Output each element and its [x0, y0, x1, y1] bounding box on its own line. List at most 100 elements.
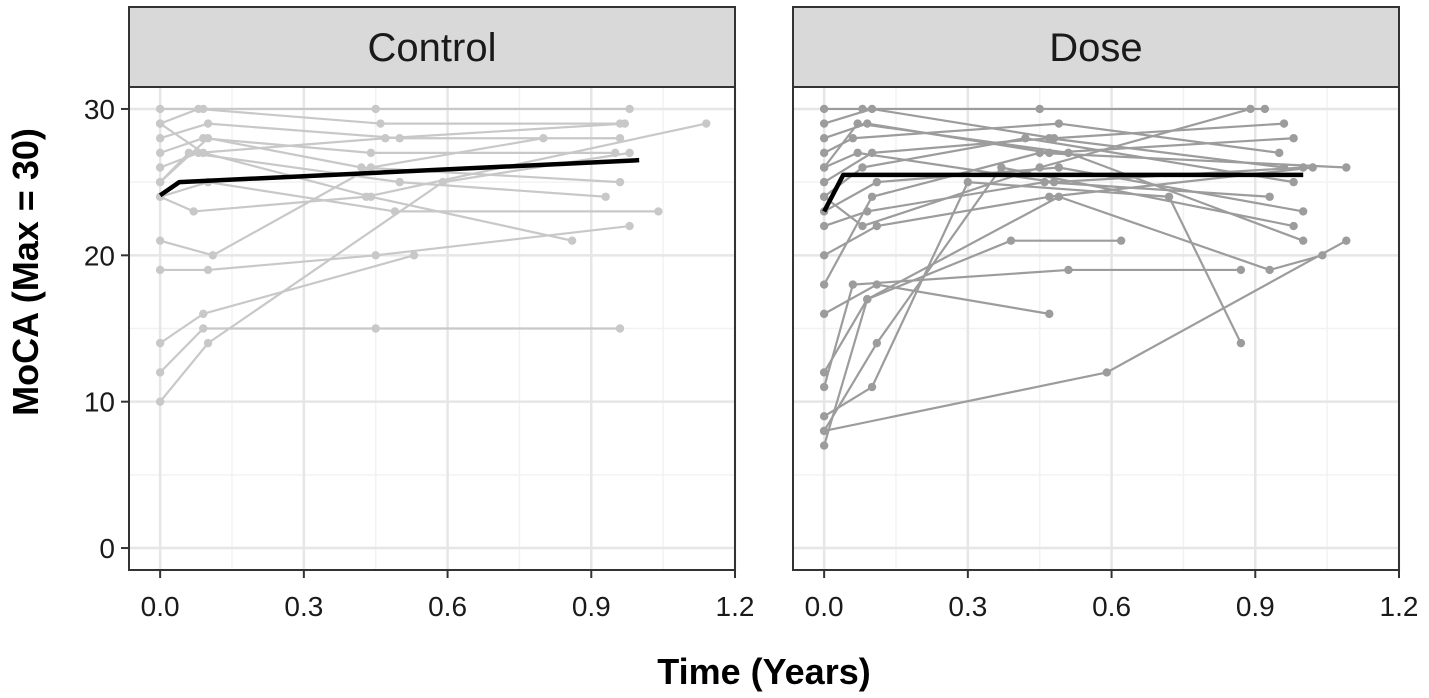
trajectory-point [1342, 236, 1350, 244]
trajectory-point [156, 149, 164, 157]
trajectory-point [1064, 266, 1072, 274]
faceted-line-chart: Control0.0 0.3 0.6 0.9 1.20102030Dose0.0 0.3 0… [0, 0, 1429, 698]
trajectory-point [367, 149, 375, 157]
x-tick-label: 0.3 [284, 591, 323, 622]
trajectory-point [1064, 149, 1072, 157]
trajectory-point [189, 207, 197, 215]
y-axis-title: MoCA (Max = 30) [5, 128, 46, 416]
trajectory-point [1007, 236, 1015, 244]
x-tick-label: 0.0 [805, 591, 844, 622]
trajectory-point [185, 149, 193, 157]
trajectory-point [1289, 222, 1297, 230]
trajectory-point [873, 178, 881, 186]
trajectory-point [868, 149, 876, 157]
trajectory-point [858, 222, 866, 230]
trajectory-point [616, 178, 624, 186]
trajectory-point [1318, 251, 1326, 259]
trajectory-point [625, 222, 633, 230]
trajectory-point [395, 178, 403, 186]
trajectory-point [868, 383, 876, 391]
trajectory-point [204, 119, 212, 127]
trajectory-point [853, 119, 861, 127]
trajectory-point [1021, 134, 1029, 142]
trajectory-point [568, 236, 576, 244]
trajectory-point [1237, 266, 1245, 274]
trajectory-point [1237, 339, 1245, 347]
trajectory-point [1309, 163, 1317, 171]
trajectory-point [372, 105, 380, 113]
trajectory-point [868, 193, 876, 201]
trajectory-point [376, 119, 384, 127]
trajectory-point [1246, 105, 1254, 113]
y-tick-label: 0 [99, 533, 115, 564]
trajectory-point [820, 251, 828, 259]
trajectory-point [372, 251, 380, 259]
trajectory-point [199, 310, 207, 318]
trajectory-point [820, 412, 828, 420]
trajectory-point [964, 178, 972, 186]
trajectory-point [1261, 105, 1269, 113]
trajectory-point [820, 280, 828, 288]
trajectory-point [1289, 134, 1297, 142]
trajectory-point [204, 339, 212, 347]
x-tick-label: 1.2 [1380, 591, 1419, 622]
trajectory-point [410, 251, 418, 259]
trajectory-point [849, 280, 857, 288]
trajectory-point [873, 280, 881, 288]
panels-layer: Control 0.0 0.3 0.6 0.9 1.2 0 10 20 30 Dose 0.0 0.3 0… [84, 7, 1419, 622]
trajectory-point [156, 134, 164, 142]
trajectory-point [1275, 149, 1283, 157]
trajectory-point [625, 105, 633, 113]
facet-strip-label: Dose [1049, 26, 1142, 70]
trajectory-point [156, 397, 164, 405]
trajectory-point [204, 134, 212, 142]
trajectory-point [820, 193, 828, 201]
trajectory-point [156, 119, 164, 127]
trajectory-point [858, 163, 866, 171]
trajectory-point [820, 119, 828, 127]
trajectory-point [1055, 193, 1063, 201]
trajectory-point [381, 134, 389, 142]
trajectory-point [156, 163, 164, 171]
panel-control: Control 0.0 0.3 0.6 0.9 1.2 0 10 20 30 [84, 7, 755, 622]
trajectory-point [820, 163, 828, 171]
trajectory-point [194, 105, 202, 113]
trajectory-point [199, 149, 207, 157]
trajectory-point [820, 134, 828, 142]
trajectory-point [1289, 178, 1297, 186]
trajectory-point [1036, 163, 1044, 171]
trajectory-point [1045, 310, 1053, 318]
trajectory-point [820, 105, 828, 113]
trajectory-point [1342, 163, 1350, 171]
trajectory-point [156, 178, 164, 186]
trajectory-point [439, 178, 447, 186]
x-axis-title: Time (Years) [657, 651, 870, 692]
trajectory-point [868, 105, 876, 113]
trajectory-point [1055, 119, 1063, 127]
trajectory-point [621, 119, 629, 127]
trajectory-point [1265, 193, 1273, 201]
trajectory-point [873, 339, 881, 347]
x-tick-label: 0.9 [572, 591, 611, 622]
trajectory-point [1040, 178, 1048, 186]
y-tick-label: 20 [84, 240, 115, 271]
trajectory-point [863, 295, 871, 303]
trajectory-point [616, 324, 624, 332]
trajectory-point [654, 207, 662, 215]
x-tick-label: 0.3 [948, 591, 987, 622]
trajectory-point [820, 383, 828, 391]
trajectory-point [209, 251, 217, 259]
facet-strip-label: Control [368, 26, 497, 70]
x-tick-label: 0.9 [1236, 591, 1275, 622]
x-tick-label: 0.0 [141, 591, 180, 622]
trajectory-point [1280, 119, 1288, 127]
y-tick-label: 10 [84, 387, 115, 418]
x-tick-label: 0.6 [1092, 591, 1131, 622]
trajectory-point [156, 368, 164, 376]
panel-dose: Dose 0.0 0.3 0.6 0.9 1.2 [793, 7, 1418, 622]
trajectory-point [1299, 236, 1307, 244]
trajectory-point [372, 324, 380, 332]
x-tick-label: 0.6 [428, 591, 467, 622]
trajectory-point [156, 266, 164, 274]
trajectory-point [204, 266, 212, 274]
